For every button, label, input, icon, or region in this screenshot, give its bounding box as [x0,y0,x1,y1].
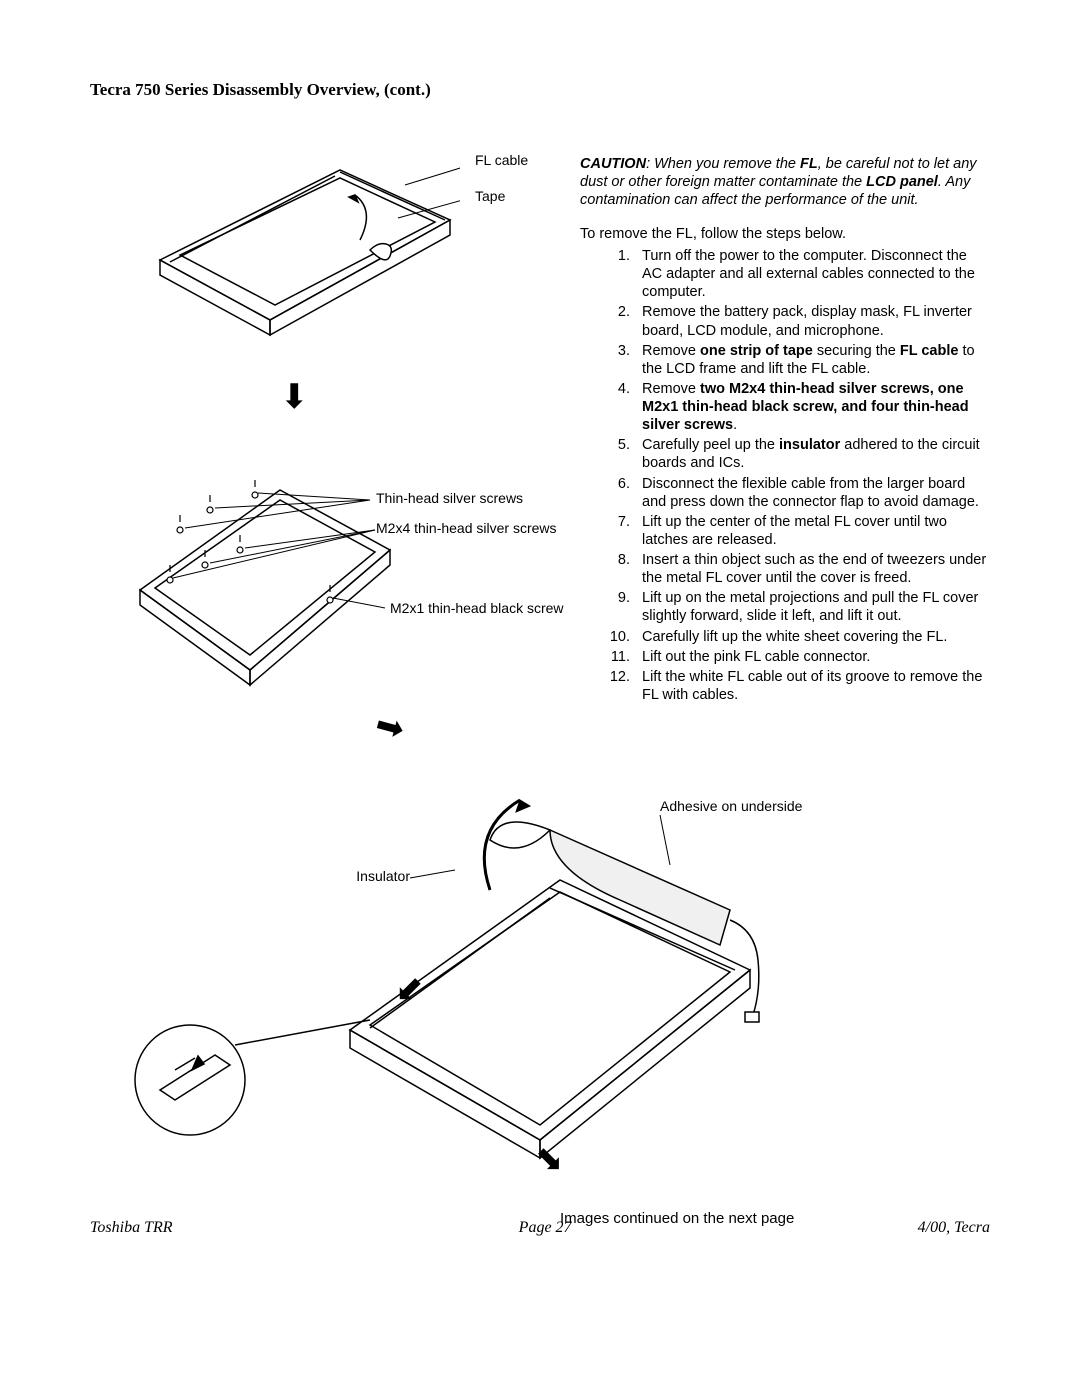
arrow-sw-icon: ⬋ [395,970,424,1008]
step-1: Turn off the power to the computer. Disc… [634,247,990,301]
step-12: Lift the white FL cable out of its groov… [634,668,990,704]
caution-paragraph: CAUTION: When you remove the FL, be care… [580,155,990,209]
step-3: Remove one strip of tape securing the FL… [634,342,990,378]
footer-left: Toshiba TRR [90,1219,173,1237]
content-area: FL cable Tape ⬇ [90,140,990,780]
page-footer: Toshiba TRR Page 27 4/00, Tecra [90,1219,990,1237]
step-10: Carefully lift up the white sheet coveri… [634,628,990,646]
diagram-2: Thin-head silver screws M2x4 thin-head s… [110,460,580,780]
step-6: Disconnect the flexible cable from the l… [634,475,990,511]
step-2: Remove the battery pack, display mask, F… [634,303,990,339]
label-tape: Tape [475,188,505,204]
text-column: CAUTION: When you remove the FL, be care… [580,140,990,780]
diagram-3: ⬋ ⬊ Insulator Adhesive on underside [120,770,820,1190]
page-container: Tecra 750 Series Disassembly Overview, (… [0,0,1080,1277]
step-5: Carefully peel up the insulator adhered … [634,436,990,472]
footer-right: 4/00, Tecra [918,1219,990,1237]
caution-head: CAUTION [580,156,646,172]
arrow-se-icon-2: ⬊ [535,1140,564,1170]
insulator-peel-diagram: ⬋ ⬊ [120,770,820,1170]
page-title: Tecra 750 Series Disassembly Overview, (… [90,80,990,100]
diagram-1: FL cable Tape ⬇ [140,140,580,420]
lcd-frame-screws-diagram [110,460,400,740]
lcd-frame-top-diagram [140,140,460,390]
steps-list: Turn off the power to the computer. Disc… [580,247,990,704]
label-adhesive: Adhesive on underside [660,798,802,814]
steps-intro: To remove the FL, follow the steps below… [580,225,990,243]
step-8: Insert a thin object such as the end of … [634,551,990,587]
label-m2x4-silver: M2x4 thin-head silver screws [376,520,557,536]
label-fl-cable: FL cable [475,152,528,168]
step-11: Lift out the pink FL cable connector. [634,648,990,666]
step-7: Lift up the center of the metal FL cover… [634,513,990,549]
label-insulator: Insulator [356,868,410,884]
footer-center: Page 27 [519,1219,572,1237]
label-m2x1-black: M2x1 thin-head black screw [390,600,564,616]
diagrams-column: FL cable Tape ⬇ [90,140,580,780]
step-9: Lift up on the metal projections and pul… [634,589,990,625]
step-4: Remove two M2x4 thin-head silver screws,… [634,380,990,434]
label-thin-head-silver: Thin-head silver screws [376,490,523,506]
arrow-down-icon: ⬇ [280,380,309,414]
